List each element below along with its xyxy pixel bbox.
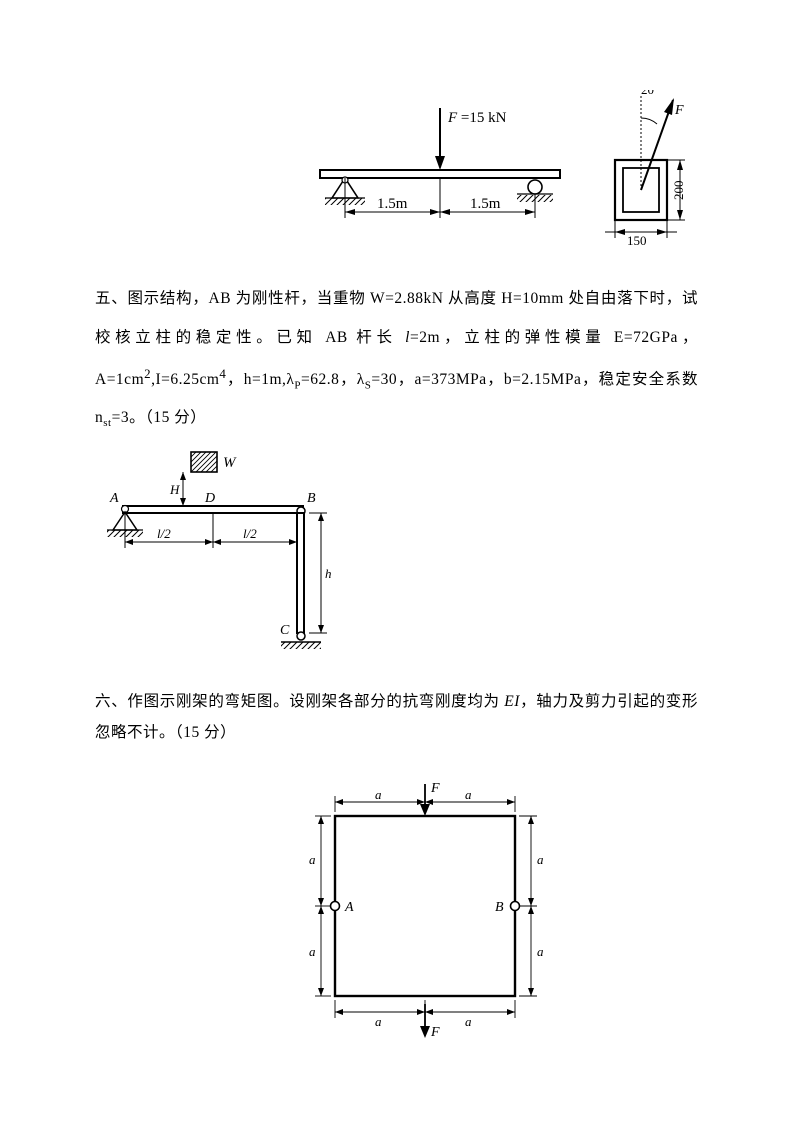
B-label-3: B bbox=[495, 900, 504, 915]
W-label: W bbox=[223, 455, 237, 471]
l2-label: l/2 bbox=[243, 526, 257, 541]
angle-label: 20° bbox=[641, 90, 659, 97]
figure-3: A B F F a bbox=[95, 766, 698, 1046]
figure-1: F =15 kN 1.5 bbox=[95, 90, 698, 250]
figure-2: W H A D B C bbox=[95, 448, 698, 668]
problem-5-text: 五、图示结构，AB 为刚性杆，当重物 W=2.88kN 从高度 H=10mm 处… bbox=[95, 280, 698, 438]
a-top-l: a bbox=[375, 787, 382, 802]
A-label-3: A bbox=[344, 900, 354, 915]
dim-200: 200 bbox=[671, 181, 686, 201]
a-bot-l: a bbox=[375, 1014, 382, 1029]
figure-2-svg: W H A D B C bbox=[95, 448, 355, 668]
force-label: F =15 kN bbox=[447, 110, 507, 126]
F-bot: F bbox=[430, 1025, 440, 1040]
D-label: D bbox=[204, 491, 215, 506]
C-label: C bbox=[280, 623, 290, 638]
dim-150: 150 bbox=[627, 233, 647, 248]
a-top-r: a bbox=[465, 787, 472, 802]
B-label: B bbox=[307, 491, 316, 506]
span-right-label: 1.5m bbox=[470, 196, 501, 212]
a-bot-r: a bbox=[465, 1014, 472, 1029]
figure-1-svg: F =15 kN 1.5 bbox=[95, 90, 698, 250]
problem-6-text: 六、作图示刚架的弯矩图。设刚架各部分的抗弯刚度均为 EI，轴力及剪力引起的变形忽… bbox=[95, 686, 698, 748]
span-left-label: 1.5m bbox=[377, 196, 408, 212]
a-left-b: a bbox=[309, 944, 316, 959]
a-left-t: a bbox=[309, 852, 316, 867]
h-label: h bbox=[325, 566, 332, 581]
a-right-b: a bbox=[537, 944, 544, 959]
H-label: H bbox=[169, 482, 180, 497]
F-top: F bbox=[430, 781, 440, 796]
l1-label: l/2 bbox=[157, 526, 171, 541]
A-label: A bbox=[109, 491, 119, 506]
figure-3-svg: A B F F a bbox=[95, 766, 698, 1046]
force-F-label: F bbox=[674, 103, 684, 118]
a-right-t: a bbox=[537, 852, 544, 867]
